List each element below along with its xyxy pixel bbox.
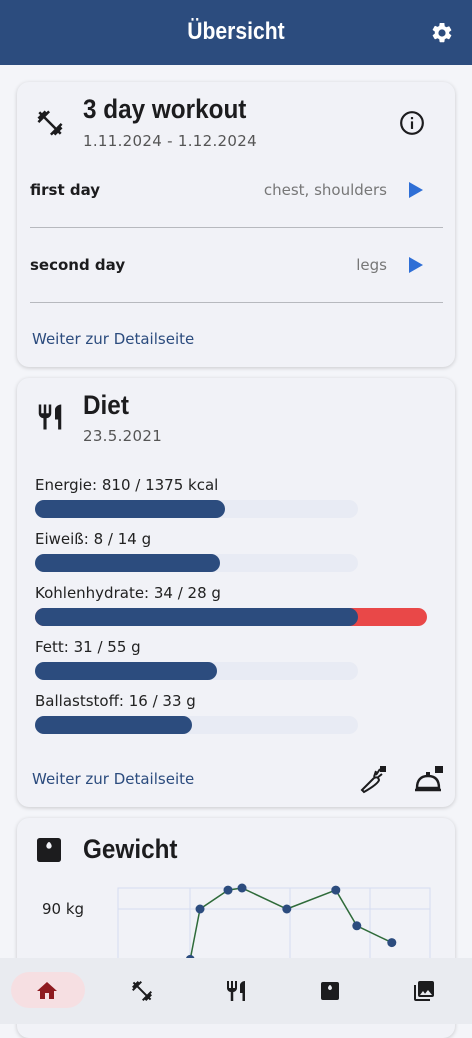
weight-title: Gewicht — [83, 834, 178, 864]
diet-card: Diet 23.5.2021 Energie: 810 / 1375 kcal E… — [17, 378, 455, 807]
weight-point — [387, 938, 397, 948]
detail-link[interactable]: Weiter zur Detailseite — [32, 330, 195, 348]
nav-home[interactable] — [35, 979, 59, 1003]
diet-title: Diet — [83, 390, 129, 420]
divider — [30, 227, 443, 228]
weight-point — [195, 904, 205, 914]
nav-workout[interactable] — [130, 979, 154, 1003]
nutrient-label: Energie: 810 / 1375 kcal — [35, 476, 219, 494]
weight-icon — [37, 838, 61, 862]
settings-button[interactable] — [430, 21, 454, 45]
nav-gallery[interactable] — [412, 979, 436, 1003]
add-food-button[interactable] — [354, 764, 388, 796]
weight-point — [223, 885, 233, 895]
nutrient-label: Kohlenhydrate: 34 / 28 g — [35, 584, 221, 602]
divider — [30, 302, 443, 303]
app-bar: Übersicht — [0, 0, 472, 65]
info-button[interactable] — [399, 110, 425, 136]
nutrient-bar — [35, 662, 218, 680]
nutrient-label: Ballaststoff: 16 / 33 g — [35, 692, 196, 710]
nutrient-label: Eiweiß: 8 / 14 g — [35, 530, 152, 548]
weight-point — [282, 904, 292, 914]
nav-diet[interactable] — [224, 979, 248, 1003]
nutrient-label: Fett: 31 / 55 g — [35, 638, 141, 656]
day-muscles: chest, shoulders — [263, 181, 387, 199]
workout-icon — [37, 110, 63, 136]
y-tick-label: 90 kg — [42, 900, 84, 918]
add-meal-button[interactable] — [411, 764, 445, 796]
detail-link[interactable]: Weiter zur Detailseite — [32, 770, 195, 788]
diet-icon — [38, 404, 62, 430]
nutrient-bar — [35, 716, 192, 734]
diet-date: 23.5.2021 — [83, 427, 163, 445]
weight-point — [331, 885, 341, 895]
nav-weight[interactable] — [318, 979, 342, 1003]
workout-card: 3 day workout 1.11.2024 - 1.12.2024 firs… — [17, 82, 455, 367]
nutrient-bar — [35, 554, 220, 572]
weight-point — [237, 883, 247, 893]
play-button[interactable] — [407, 255, 425, 275]
play-button[interactable] — [407, 180, 425, 200]
screen-title: Übersicht — [187, 18, 285, 45]
workout-title: 3 day workout — [83, 94, 247, 124]
nutrient-bar — [35, 608, 358, 626]
day-muscles: legs — [356, 256, 387, 274]
workout-dates: 1.11.2024 - 1.12.2024 — [83, 132, 257, 150]
weight-point — [352, 921, 362, 931]
bottom-navigation — [0, 958, 472, 1024]
weight-line — [189, 887, 393, 960]
day-name: first day — [30, 181, 101, 199]
nutrient-bar — [35, 500, 226, 518]
day-name: second day — [30, 256, 126, 274]
